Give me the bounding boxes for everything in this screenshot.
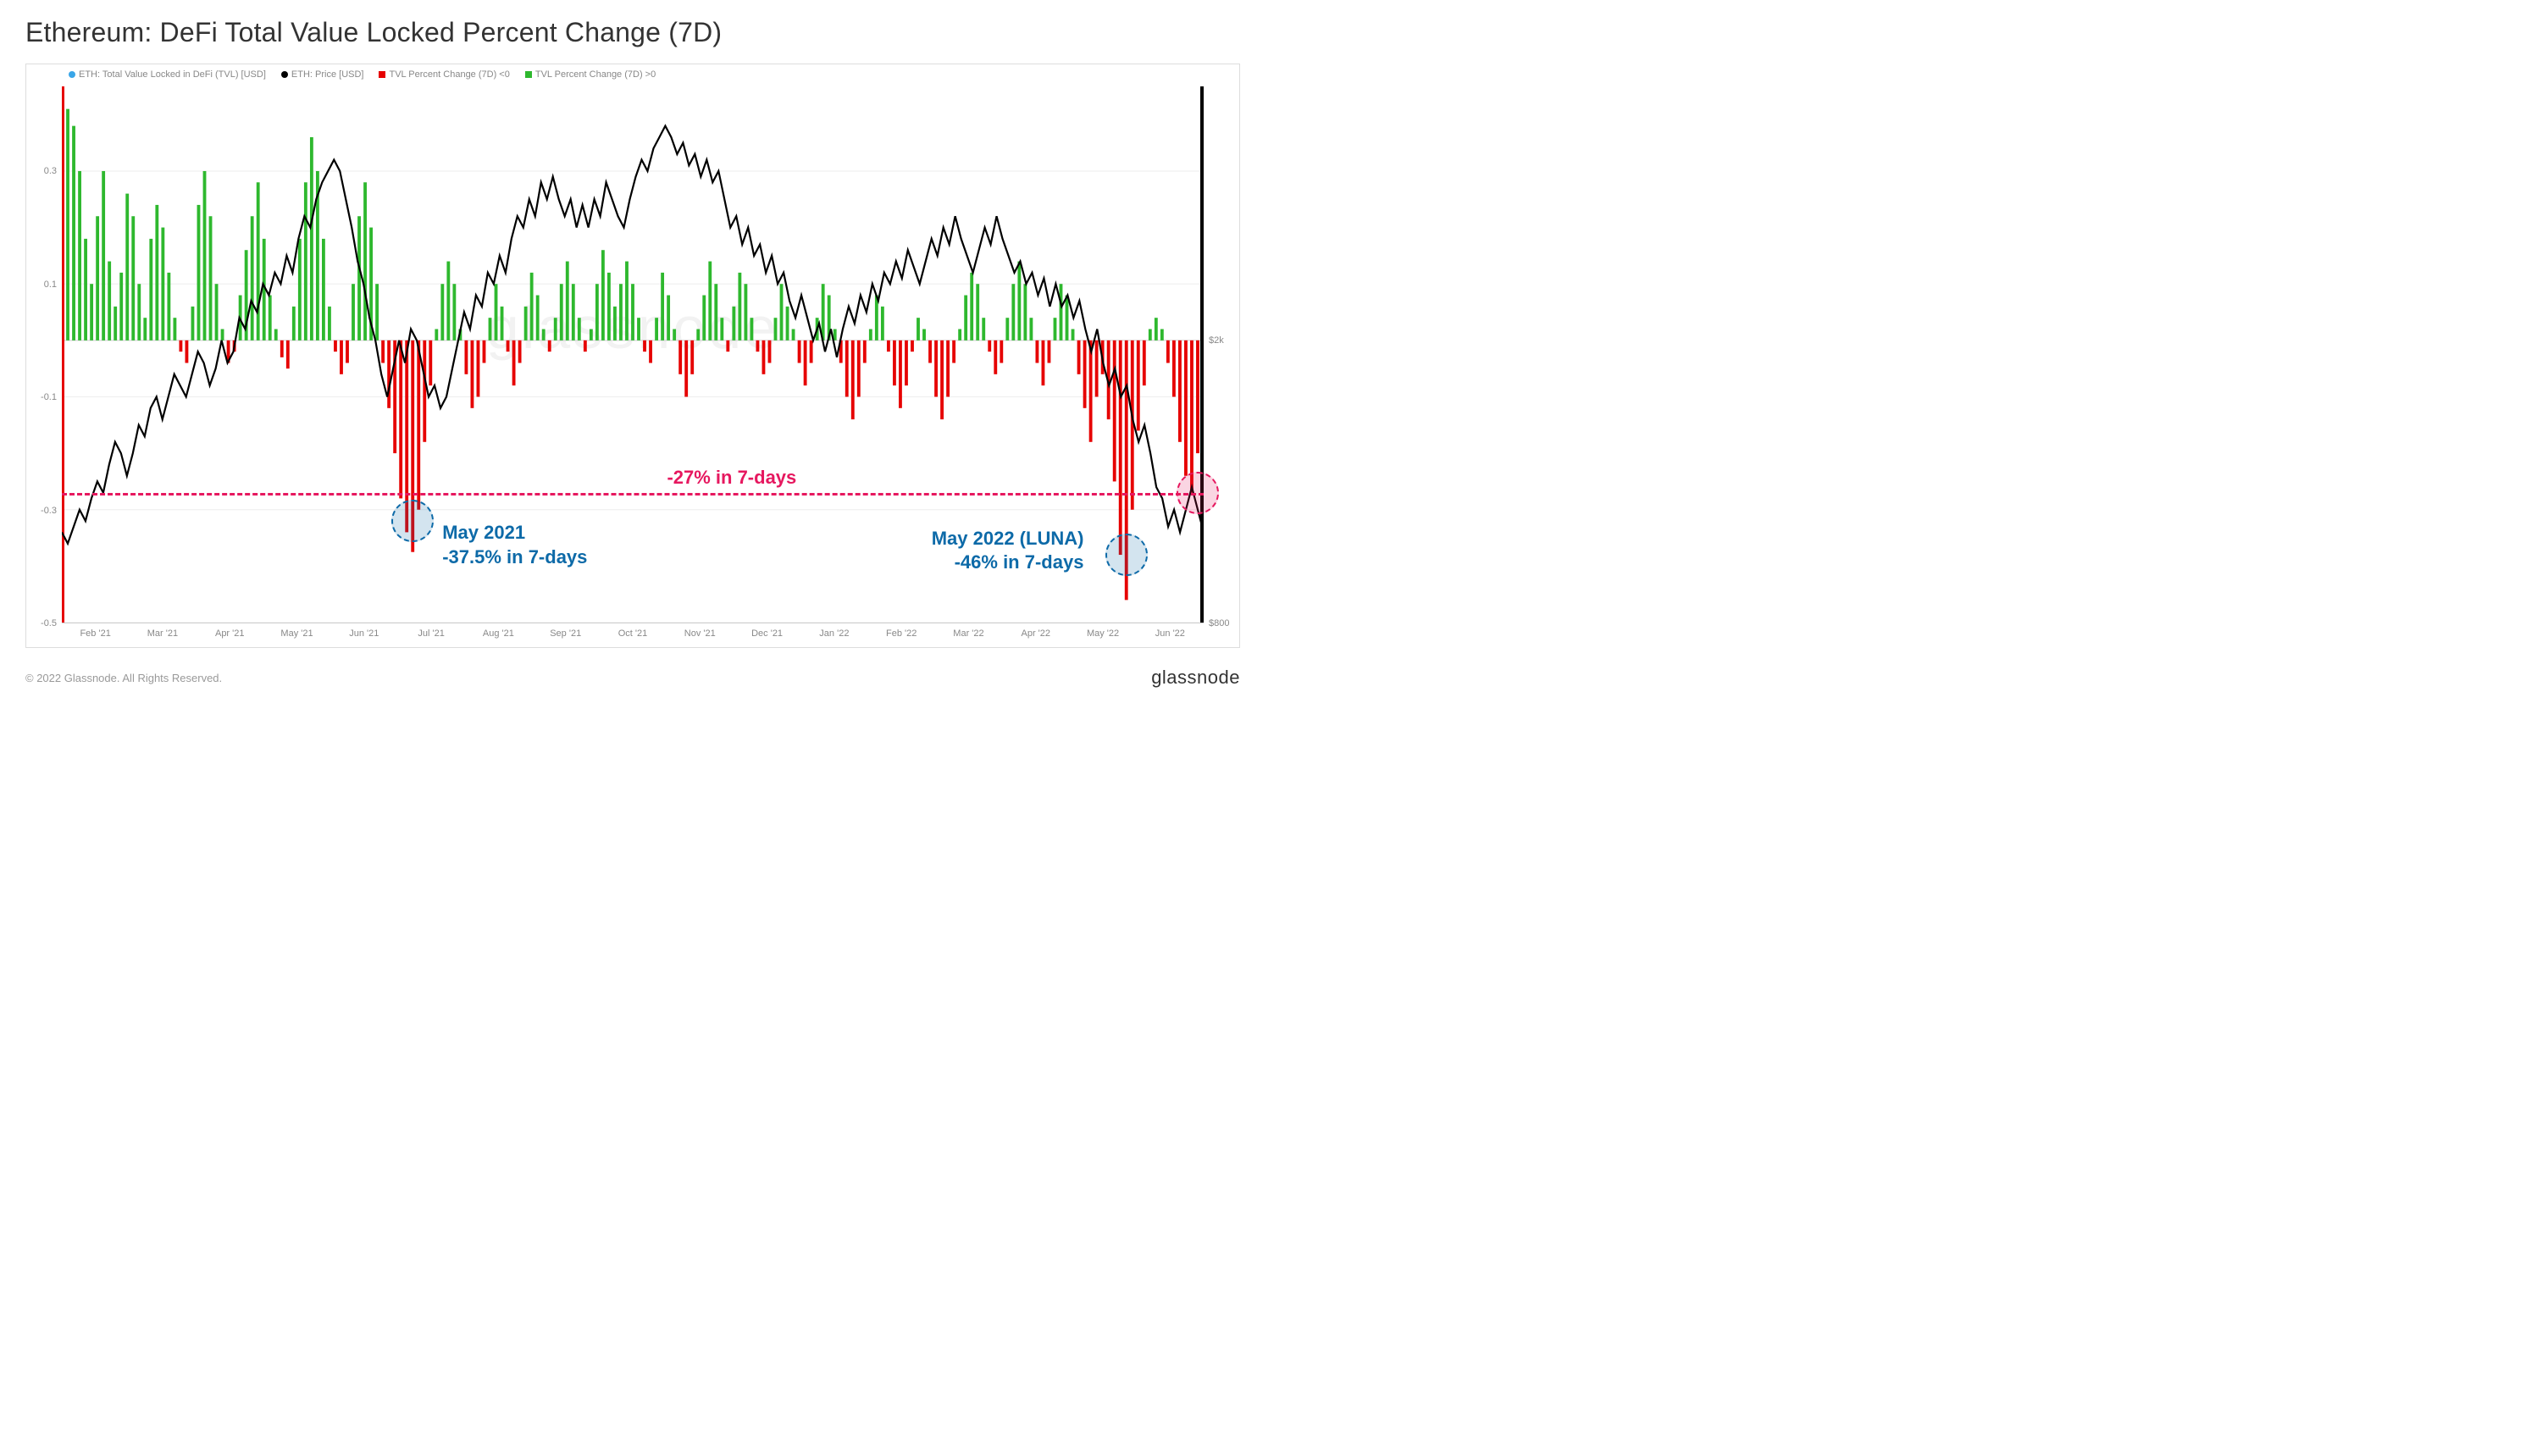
annotation-text: -27% in 7-days — [667, 467, 796, 488]
annotation-27pct: -27% in 7-days — [667, 466, 796, 490]
y-tick-left: -0.1 — [41, 392, 57, 402]
chart-title: Ethereum: DeFi Total Value Locked Percen… — [25, 17, 1240, 48]
x-tick: Jun '21 — [349, 628, 379, 639]
x-tick: Aug '21 — [483, 628, 514, 639]
legend-item-tvl: ETH: Total Value Locked in DeFi (TVL) [U… — [69, 69, 266, 80]
x-tick: Mar '22 — [953, 628, 983, 639]
x-tick: Dec '21 — [751, 628, 783, 639]
legend: ETH: Total Value Locked in DeFi (TVL) [U… — [69, 69, 656, 80]
annotation-title: May 2022 (LUNA) — [932, 527, 1084, 551]
legend-label: TVL Percent Change (7D) <0 — [389, 69, 509, 80]
x-tick: Apr '22 — [1021, 628, 1050, 639]
legend-label: ETH: Price [USD] — [291, 69, 364, 80]
legend-square-pos — [525, 71, 532, 78]
annotation-circle-may2021 — [391, 500, 434, 542]
x-tick: Nov '21 — [684, 628, 716, 639]
y-tick-left: 0.3 — [44, 166, 57, 176]
y-axis-right: $2k$800 — [1204, 86, 1239, 623]
annotation-sub: -46% in 7-days — [932, 551, 1084, 575]
x-tick: Feb '22 — [886, 628, 917, 639]
copyright-text: © 2022 Glassnode. All Rights Reserved. — [25, 672, 222, 684]
y-tick-right: $800 — [1209, 618, 1229, 628]
x-tick: Mar '21 — [147, 628, 178, 639]
y-tick-left: 0.1 — [44, 280, 57, 290]
y-tick-right: $2k — [1209, 335, 1224, 346]
x-tick: Jan '22 — [819, 628, 849, 639]
x-tick: Jul '21 — [418, 628, 444, 639]
brand-logo: glassnode — [1151, 667, 1240, 689]
legend-dot-price — [281, 71, 288, 78]
annotation-circle-current — [1177, 472, 1219, 514]
legend-square-neg — [379, 71, 385, 78]
y-tick-left: -0.3 — [41, 506, 57, 516]
annotation-circle-may2022 — [1105, 534, 1148, 576]
x-tick: Feb '21 — [80, 628, 110, 639]
legend-item-neg: TVL Percent Change (7D) <0 — [379, 69, 509, 80]
y-tick-left: -0.5 — [41, 618, 57, 628]
footer: © 2022 Glassnode. All Rights Reserved. g… — [25, 667, 1240, 689]
x-tick: Sep '21 — [550, 628, 581, 639]
x-tick: May '21 — [280, 628, 313, 639]
right-edge-bar — [1200, 86, 1204, 623]
dashed-threshold-line — [62, 493, 1204, 495]
chart-container: ETH: Total Value Locked in DeFi (TVL) [U… — [25, 64, 1240, 648]
y-axis-left: 0.30.1-0.1-0.3-0.5 — [26, 86, 62, 623]
annotation-may2021: May 2021 -37.5% in 7-days — [442, 521, 587, 569]
annotation-sub: -37.5% in 7-days — [442, 545, 587, 570]
legend-label: TVL Percent Change (7D) >0 — [535, 69, 656, 80]
x-tick: Jun '22 — [1155, 628, 1185, 639]
x-tick: May '22 — [1087, 628, 1119, 639]
annotation-may2022: May 2022 (LUNA) -46% in 7-days — [932, 527, 1084, 575]
legend-label: ETH: Total Value Locked in DeFi (TVL) [U… — [79, 69, 266, 80]
legend-dot-tvl — [69, 71, 75, 78]
legend-item-pos: TVL Percent Change (7D) >0 — [525, 69, 656, 80]
x-axis: Feb '21 Mar '21 Apr '21 May '21 Jun '21 Jul '… — [62, 623, 1204, 647]
plot-area: glassnode -27% in 7-days May 2021 -37.5%… — [62, 86, 1204, 623]
x-tick: Oct '21 — [618, 628, 648, 639]
legend-item-price: ETH: Price [USD] — [281, 69, 364, 80]
x-tick: Apr '21 — [215, 628, 245, 639]
annotation-title: May 2021 — [442, 521, 587, 545]
